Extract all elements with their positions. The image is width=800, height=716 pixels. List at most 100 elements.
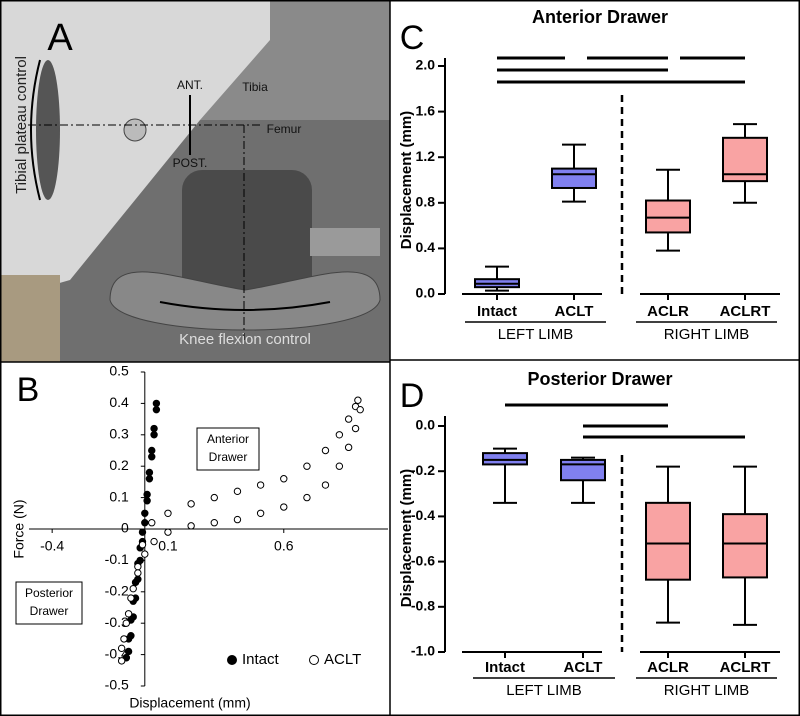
y-tick-label: 0.3 xyxy=(109,426,129,442)
significance-bars xyxy=(497,56,745,439)
y-tick-label: -0.5 xyxy=(105,677,129,693)
annotation: Anterior xyxy=(207,432,249,446)
annotation-box xyxy=(15,581,83,625)
box xyxy=(560,458,606,482)
data-point xyxy=(141,519,149,527)
y-tick-label: 0.1 xyxy=(109,488,129,504)
legend-label: Intact xyxy=(242,651,280,668)
data-point xyxy=(134,569,142,577)
data-point xyxy=(344,415,353,423)
data-point xyxy=(150,431,158,439)
annotation-box xyxy=(196,427,260,471)
data-point xyxy=(210,493,218,502)
y-tick-label: -0.3 xyxy=(105,614,129,630)
data-point xyxy=(124,610,133,618)
x-tick-label: ACLRT xyxy=(720,659,771,676)
data-point xyxy=(127,632,135,640)
y-tick-label: 0.8 xyxy=(416,194,436,210)
data-point xyxy=(150,424,158,433)
photo-label: Tibia xyxy=(242,80,268,94)
data-point xyxy=(354,396,362,404)
y-tick-label: -1.0 xyxy=(411,643,435,659)
data-point xyxy=(280,503,288,511)
data-point xyxy=(145,475,154,483)
y-tick-label: 1.6 xyxy=(416,102,436,118)
data-point xyxy=(148,519,156,527)
legend-label: ACLT xyxy=(324,651,361,668)
data-point xyxy=(303,493,311,502)
data-point xyxy=(152,399,161,408)
box xyxy=(482,452,528,466)
y-tick-label: 0.5 xyxy=(109,363,129,379)
y-tick-label: 0.4 xyxy=(416,239,436,255)
annotation: Drawer xyxy=(30,604,69,618)
chart-title: Posterior Drawer xyxy=(527,369,672,389)
data-point xyxy=(138,528,147,536)
box xyxy=(645,501,691,581)
data-point xyxy=(164,509,172,517)
box xyxy=(645,199,691,234)
data-point xyxy=(280,475,288,483)
y-tick-label: -0.8 xyxy=(411,598,435,614)
y-tick-label: 2.0 xyxy=(416,57,436,73)
data-point xyxy=(127,594,135,602)
data-point xyxy=(122,619,130,627)
data-point xyxy=(120,635,128,643)
y-tick-label: 0.2 xyxy=(109,457,129,473)
y-tick-label: 0.4 xyxy=(109,394,129,410)
y-axis-label: Displacement (mm) xyxy=(398,111,415,249)
group-label: LEFT LIMB xyxy=(498,326,574,343)
x-axis-label: Displacement (mm) xyxy=(129,695,250,711)
y-tick-label: -0.2 xyxy=(411,462,435,478)
data-point xyxy=(335,431,344,439)
data-point xyxy=(303,462,311,470)
data-point xyxy=(124,647,133,656)
plate xyxy=(0,0,270,300)
y-axis-label: Displacement (mm) xyxy=(398,469,415,607)
data-point xyxy=(233,487,242,496)
panel-label: B xyxy=(17,371,40,409)
data-point xyxy=(344,443,353,452)
slot xyxy=(36,60,60,200)
data-point xyxy=(210,519,218,527)
flexion-arrow xyxy=(159,301,331,311)
data-point xyxy=(129,584,137,593)
data-point xyxy=(150,537,158,546)
plateau-arrow xyxy=(30,59,41,201)
y-tick-label: -0.1 xyxy=(105,551,129,567)
data-point xyxy=(351,424,360,433)
data-point xyxy=(145,468,154,477)
y-tick-label: -0.2 xyxy=(105,583,129,599)
data-point xyxy=(152,405,161,414)
data-point xyxy=(356,405,364,414)
photo-panel: A Tibial plateau control ANT. POST. Tibi… xyxy=(0,0,390,362)
data-point xyxy=(141,550,149,558)
data-point xyxy=(136,556,144,565)
data-point xyxy=(148,453,156,461)
group-label: RIGHT LIMB xyxy=(664,682,750,699)
y-tick-label: 0 xyxy=(121,520,129,536)
bolt xyxy=(310,228,380,256)
y-tick-label: 0.0 xyxy=(416,285,436,301)
y-tick-label: -0.6 xyxy=(411,552,435,568)
data-point xyxy=(143,497,151,505)
x-tick-label: ACLT xyxy=(564,659,603,676)
data-point xyxy=(134,562,142,571)
chart-title: Anterior Drawer xyxy=(532,7,668,27)
screw xyxy=(123,118,147,142)
group-label: LEFT LIMB xyxy=(506,682,582,699)
data-point xyxy=(187,500,195,508)
x-tick-label: Intact xyxy=(485,659,525,676)
block xyxy=(0,275,60,362)
photo-label: ANT. xyxy=(177,78,203,92)
x-tick-label: 0.6 xyxy=(274,538,294,554)
flexion-ring xyxy=(109,271,381,331)
photo-label: Femur xyxy=(267,122,302,136)
panel-label: C xyxy=(400,19,425,57)
data-point xyxy=(321,481,330,489)
data-point xyxy=(321,446,330,455)
x-tick-label: ACLR xyxy=(647,303,689,320)
y-tick-label: 1.2 xyxy=(416,148,436,164)
data-point xyxy=(138,541,147,549)
